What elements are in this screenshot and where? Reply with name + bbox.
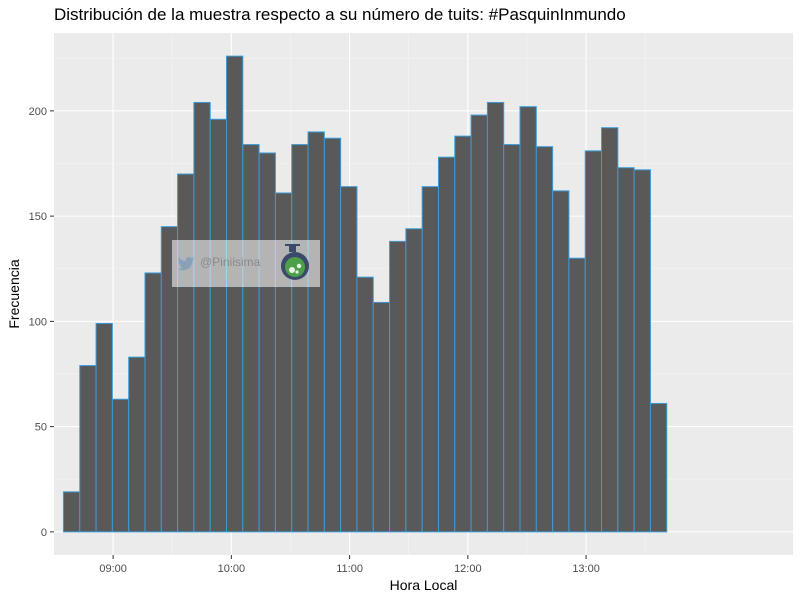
histogram-bar — [128, 356, 146, 533]
x-tick-label: 11:00 — [336, 563, 363, 575]
histogram-bar — [649, 402, 668, 533]
histogram-bar — [584, 150, 603, 533]
histogram-bar — [486, 101, 505, 533]
watermark-handle: @Piniisima — [200, 255, 261, 269]
histogram-bar — [307, 131, 325, 533]
histogram-bar — [323, 137, 342, 533]
chart-title: Distribución de la muestra respecto a su… — [54, 5, 626, 24]
histogram-bar — [111, 398, 130, 533]
histogram-bar — [552, 190, 570, 533]
y-tick-label: 150 — [29, 211, 47, 223]
histogram-bar — [421, 186, 439, 533]
y-tick-label: 200 — [29, 106, 47, 118]
histogram-bar — [437, 156, 456, 533]
histogram-bar — [258, 152, 276, 533]
histogram-bar — [291, 144, 309, 533]
x-tick-label: 13:00 — [572, 563, 600, 575]
histogram-bars — [62, 55, 668, 533]
histogram-bar — [356, 276, 374, 533]
x-tick-label: 12:00 — [454, 563, 482, 575]
histogram-bar — [372, 301, 391, 533]
histogram-bar — [144, 272, 162, 533]
x-axis-title: Hora Local — [390, 577, 458, 593]
histogram-bar — [617, 167, 635, 533]
histogram-bar — [601, 127, 619, 533]
histogram-bar — [95, 322, 113, 533]
y-axis-title: Frecuencia — [6, 259, 22, 328]
histogram-bar — [242, 144, 260, 533]
histogram-bar — [389, 240, 407, 533]
histogram-bar — [62, 491, 81, 533]
histogram-bar — [535, 146, 554, 533]
histogram-bar — [226, 55, 244, 533]
histogram-bar — [470, 114, 488, 533]
histogram-bar — [209, 118, 228, 533]
histogram-bar — [519, 106, 537, 533]
flask-icon — [281, 244, 309, 280]
histogram-bar — [177, 173, 195, 533]
y-tick-label: 50 — [35, 422, 47, 434]
x-tick-label: 09:00 — [99, 563, 127, 575]
histogram-bar — [405, 228, 423, 533]
histogram-bar — [503, 144, 521, 533]
y-tick-label: 0 — [41, 527, 47, 539]
histogram-bar — [340, 186, 358, 533]
histogram-bar — [193, 101, 211, 533]
axes: 0 50 100 150 200 09:00 10:00 11:00 12:00 13:00 — [29, 106, 600, 575]
watermark: @Piniisima — [172, 240, 320, 287]
histogram-bar — [454, 135, 472, 533]
x-tick-label: 10:00 — [218, 563, 246, 575]
twitter-bird-icon — [178, 257, 195, 271]
y-tick-label: 100 — [29, 316, 47, 328]
histogram-bar — [79, 365, 97, 533]
histogram-bar — [568, 257, 586, 533]
histogram-bar — [633, 169, 651, 533]
